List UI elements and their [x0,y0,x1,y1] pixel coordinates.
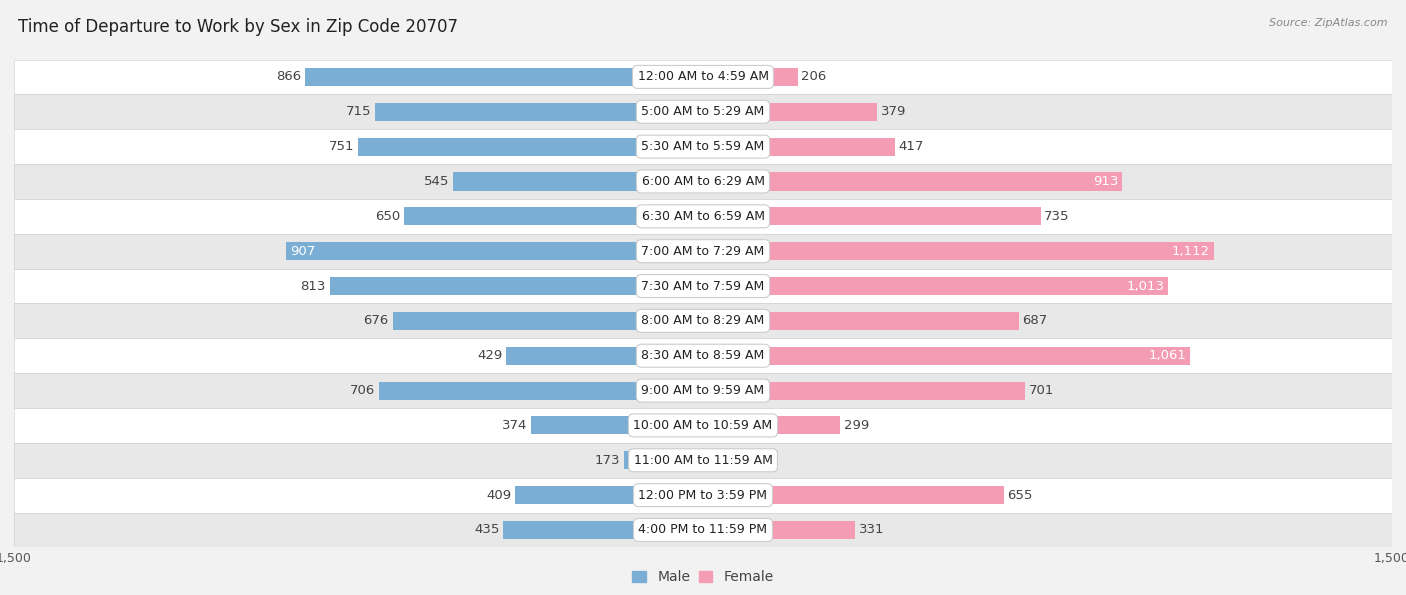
Text: 12:00 PM to 3:59 PM: 12:00 PM to 3:59 PM [638,488,768,502]
Text: Time of Departure to Work by Sex in Zip Code 20707: Time of Departure to Work by Sex in Zip … [18,18,458,36]
Text: 5:30 AM to 5:59 AM: 5:30 AM to 5:59 AM [641,140,765,153]
Text: 650: 650 [375,210,401,223]
Bar [14,60,1392,95]
Text: 79: 79 [742,454,759,466]
Text: 751: 751 [329,140,354,153]
Text: 429: 429 [477,349,502,362]
Bar [703,242,1213,260]
Text: 687: 687 [1022,314,1047,327]
Text: 6:30 AM to 6:59 AM: 6:30 AM to 6:59 AM [641,210,765,223]
Bar [503,521,703,539]
Text: 417: 417 [898,140,924,153]
Bar [623,451,703,469]
Text: 813: 813 [301,280,326,293]
Bar [703,103,877,121]
Text: 913: 913 [1094,175,1119,188]
Bar [14,512,1392,547]
Bar [703,347,1191,365]
Bar [703,207,1040,226]
Bar [703,68,797,86]
Text: Source: ZipAtlas.com: Source: ZipAtlas.com [1270,18,1388,28]
Bar [14,339,1392,373]
Text: 866: 866 [277,70,301,83]
Bar [359,137,703,156]
Text: 8:00 AM to 8:29 AM: 8:00 AM to 8:29 AM [641,314,765,327]
Text: 331: 331 [859,524,884,537]
Text: 8:30 AM to 8:59 AM: 8:30 AM to 8:59 AM [641,349,765,362]
Text: 907: 907 [290,245,315,258]
Text: 206: 206 [801,70,827,83]
Text: 4:00 PM to 11:59 PM: 4:00 PM to 11:59 PM [638,524,768,537]
Text: 374: 374 [502,419,527,432]
Legend: Male, Female: Male, Female [633,571,773,584]
Bar [515,486,703,504]
Bar [329,277,703,295]
Text: 11:00 AM to 11:59 AM: 11:00 AM to 11:59 AM [634,454,772,466]
Bar [305,68,703,86]
Text: 715: 715 [346,105,371,118]
Text: 1,061: 1,061 [1149,349,1187,362]
Bar [703,173,1122,190]
Text: 173: 173 [595,454,620,466]
Bar [374,103,703,121]
Bar [703,137,894,156]
Text: 706: 706 [350,384,375,397]
Text: 409: 409 [486,488,512,502]
Bar [703,312,1018,330]
Text: 655: 655 [1008,488,1033,502]
Text: 7:00 AM to 7:29 AM: 7:00 AM to 7:29 AM [641,245,765,258]
Bar [703,521,855,539]
Bar [14,234,1392,268]
Bar [392,312,703,330]
Bar [506,347,703,365]
Bar [703,451,740,469]
Bar [14,303,1392,339]
Bar [14,408,1392,443]
Text: 299: 299 [844,419,869,432]
Bar [703,277,1168,295]
Bar [453,173,703,190]
Text: 12:00 AM to 4:59 AM: 12:00 AM to 4:59 AM [637,70,769,83]
Bar [287,242,703,260]
Bar [14,443,1392,478]
Bar [703,381,1025,400]
Text: 6:00 AM to 6:29 AM: 6:00 AM to 6:29 AM [641,175,765,188]
Bar [14,478,1392,512]
Bar [14,164,1392,199]
Bar [531,416,703,434]
Text: 676: 676 [364,314,389,327]
Bar [14,373,1392,408]
Bar [703,486,1004,504]
Text: 701: 701 [1029,384,1054,397]
Text: 545: 545 [423,175,449,188]
Text: 735: 735 [1045,210,1070,223]
Bar [703,416,841,434]
Bar [14,129,1392,164]
Text: 1,013: 1,013 [1126,280,1164,293]
Text: 7:30 AM to 7:59 AM: 7:30 AM to 7:59 AM [641,280,765,293]
Text: 435: 435 [474,524,499,537]
Bar [405,207,703,226]
Text: 1,112: 1,112 [1173,245,1211,258]
Bar [14,199,1392,234]
Text: 379: 379 [880,105,905,118]
Text: 5:00 AM to 5:29 AM: 5:00 AM to 5:29 AM [641,105,765,118]
Bar [378,381,703,400]
Text: 10:00 AM to 10:59 AM: 10:00 AM to 10:59 AM [634,419,772,432]
Text: 9:00 AM to 9:59 AM: 9:00 AM to 9:59 AM [641,384,765,397]
Bar [14,95,1392,129]
Bar [14,268,1392,303]
